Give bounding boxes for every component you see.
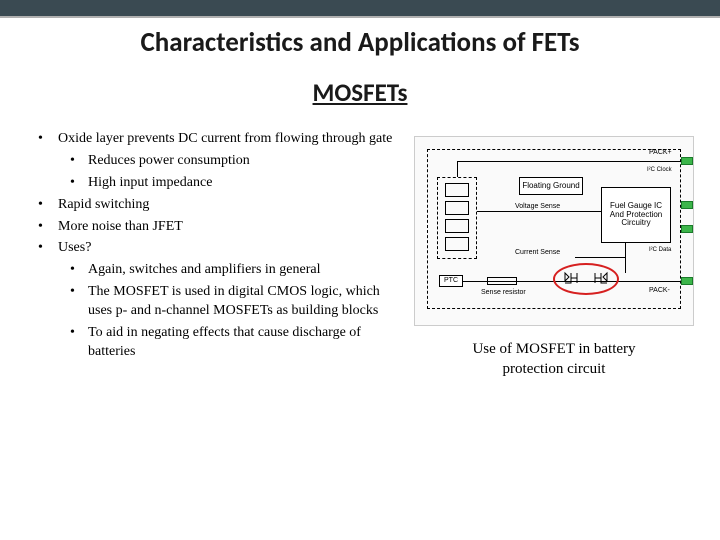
terminal-icon — [681, 225, 693, 233]
floating-ground-box: Floating Ground — [519, 177, 583, 195]
circuit-diagram: Floating Ground Fuel Gauge IC And Protec… — [414, 136, 694, 326]
figure-caption: Use of MOSFET in battery protection circ… — [472, 340, 635, 379]
header-bar — [0, 0, 720, 18]
current-sense-label: Current Sense — [515, 249, 560, 256]
battery-cell — [445, 183, 469, 197]
fuel-gauge-box: Fuel Gauge IC And Protection Circuitry — [601, 187, 671, 243]
battery-cell — [445, 201, 469, 215]
ic-clock-label: I²C Clock — [647, 167, 672, 173]
bullet-sub-item: Reduces power consumption — [32, 152, 402, 171]
wire — [457, 161, 458, 177]
bullet-list: Oxide layer prevents DC current from flo… — [32, 130, 402, 362]
caption-line: protection circuit — [503, 361, 606, 377]
pack-minus-label: PACK- — [649, 287, 670, 294]
slide-subtitle: MOSFETs — [0, 77, 720, 108]
terminal-icon — [681, 201, 693, 209]
figure-column: Floating Ground Fuel Gauge IC And Protec… — [402, 130, 696, 379]
ptc-label: PTC — [444, 277, 458, 285]
bullet-item: Oxide layer prevents DC current from flo… — [32, 130, 402, 149]
battery-cell — [445, 219, 469, 233]
caption-line: Use of MOSFET in battery — [472, 341, 635, 357]
ptc-box: PTC — [439, 275, 463, 287]
fuel-gauge-label: Fuel Gauge IC And Protection Circuitry — [602, 202, 670, 228]
floating-ground-label: Floating Ground — [522, 182, 579, 191]
wire — [457, 161, 681, 162]
terminal-icon — [681, 157, 693, 165]
voltage-sense-label: Voltage Sense — [515, 203, 560, 210]
bullet-sub-item: To aid in negating effects that cause di… — [32, 324, 402, 362]
bullet-sub-item: High input impedance — [32, 174, 402, 193]
sense-resistor-label: Sense resistor — [481, 289, 526, 296]
bullet-item: Uses? — [32, 239, 402, 258]
bullet-item: Rapid switching — [32, 196, 402, 215]
terminal-icon — [681, 277, 693, 285]
mosfet-highlight-ellipse — [553, 263, 619, 295]
bullet-column: Oxide layer prevents DC current from flo… — [32, 130, 402, 379]
bullet-sub-item: Again, switches and amplifiers in genera… — [32, 261, 402, 280]
wire — [575, 257, 625, 258]
ic-data-label: I²C Data — [649, 247, 671, 253]
bullet-item: More noise than JFET — [32, 218, 402, 237]
bullet-sub-item: The MOSFET is used in digital CMOS logic… — [32, 283, 402, 321]
wire — [477, 211, 601, 212]
slide-title: Characteristics and Applications of FETs — [0, 26, 720, 59]
content-area: Oxide layer prevents DC current from flo… — [0, 130, 720, 379]
battery-cell — [445, 237, 469, 251]
wire — [625, 243, 626, 273]
pack-plus-label: PACK+ — [649, 149, 672, 156]
